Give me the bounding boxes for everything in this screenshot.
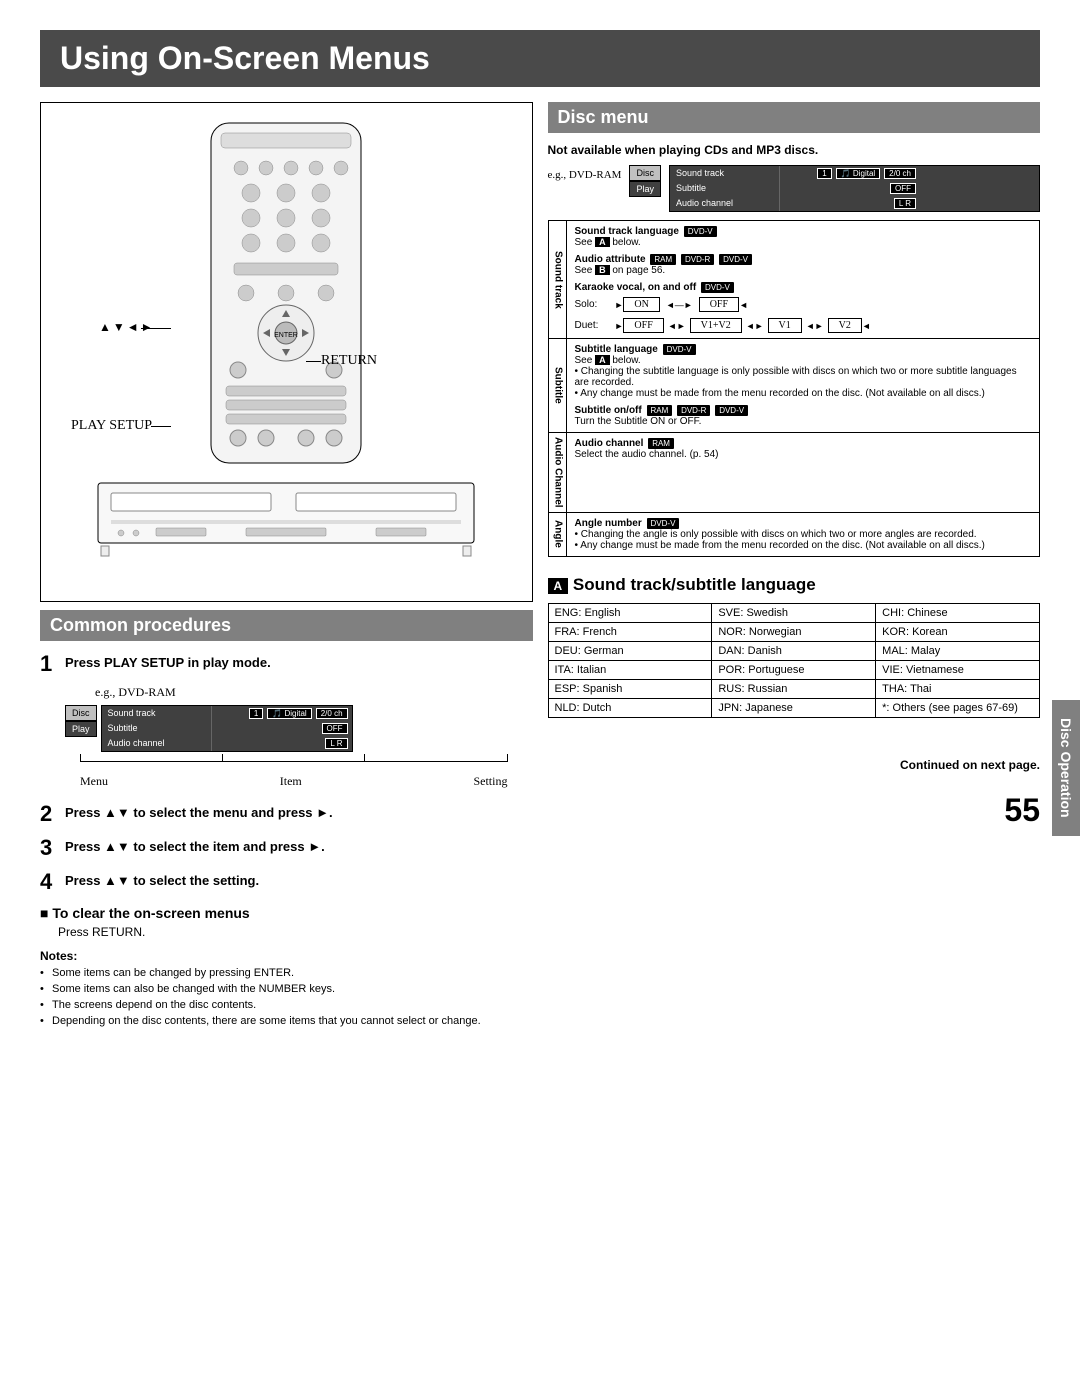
remote-illustration: ▲▼◄► RETURN PLAY SETUP — [40, 102, 533, 602]
clear-menus-heading: To clear the on-screen menus — [40, 905, 533, 921]
note-item: Some items can also be changed with the … — [40, 983, 533, 995]
svg-text:ENTER: ENTER — [274, 332, 298, 339]
continued-text: Continued on next page. — [548, 758, 1041, 772]
notes-heading: Notes: — [40, 949, 533, 963]
press-return-text: Press RETURN. — [58, 925, 533, 939]
note-item: Some items can be changed by pressing EN… — [40, 967, 533, 979]
return-label: RETURN — [321, 353, 377, 369]
page: Using On-Screen Menus Disc Operation ▲▼◄… — [0, 0, 1080, 1061]
step-3: 3Press ▲▼ to select the item and press ►… — [40, 835, 533, 861]
osd-row-subtitle: Subtitle OFF — [102, 721, 352, 736]
language-table: ENG: EnglishSVE: SwedishCHI: Chinese FRA… — [548, 603, 1041, 718]
soundtrack-section-label: Sound track — [549, 221, 567, 338]
audio-channel-section-label: Audio Channel — [549, 433, 567, 512]
osd-tab-disc: Disc — [65, 705, 97, 721]
notes-list: Some items can be changed by pressing EN… — [40, 967, 533, 1027]
right-column: Disc menu Not available when playing CDs… — [548, 102, 1041, 1031]
osd-menu: Disc Play Sound track 1 🎵 Digital 2/0 ch… — [65, 705, 533, 752]
common-procedures-header: Common procedures — [40, 610, 533, 641]
step-2: 2Press ▲▼ to select the menu and press ►… — [40, 801, 533, 827]
note-item: The screens depend on the disc contents. — [40, 999, 533, 1011]
disc-detail-table: Sound track Sound track language DVD-V S… — [548, 220, 1041, 557]
disc-note: Not available when playing CDs and MP3 d… — [548, 143, 1041, 157]
left-column: ▲▼◄► RETURN PLAY SETUP — [40, 102, 533, 1031]
note-item: Depending on the disc contents, there ar… — [40, 1015, 533, 1027]
step-1: 1 Press PLAY SETUP in play mode. — [40, 651, 533, 677]
language-heading: A Sound track/subtitle language — [548, 575, 1041, 595]
page-number: 55 — [548, 792, 1041, 829]
osd-row-audiochannel: Audio channel L R — [102, 736, 352, 751]
menu-tags: Menu Item Setting — [80, 774, 508, 789]
page-title: Using On-Screen Menus — [40, 30, 1040, 87]
right-osd: e.g., DVD-RAM Disc Play Sound track1🎵 Di… — [548, 165, 1041, 212]
player-icon — [96, 478, 476, 558]
eg-text: e.g., DVD-RAM — [95, 685, 533, 700]
osd-tab-play: Play — [65, 721, 97, 737]
playsetup-label: PLAY SETUP — [71, 418, 152, 434]
side-tab: Disc Operation — [1052, 700, 1080, 836]
step-4: 4Press ▲▼ to select the setting. — [40, 869, 533, 895]
osd-row-soundtrack: Sound track 1 🎵 Digital 2/0 ch — [102, 706, 352, 721]
disc-menu-header: Disc menu — [548, 102, 1041, 133]
subtitle-section-label: Subtitle — [549, 339, 567, 432]
angle-section-label: Angle — [549, 513, 567, 556]
remote-icon: ENTER — [206, 118, 366, 468]
arrows-label: ▲▼◄► — [99, 320, 155, 334]
